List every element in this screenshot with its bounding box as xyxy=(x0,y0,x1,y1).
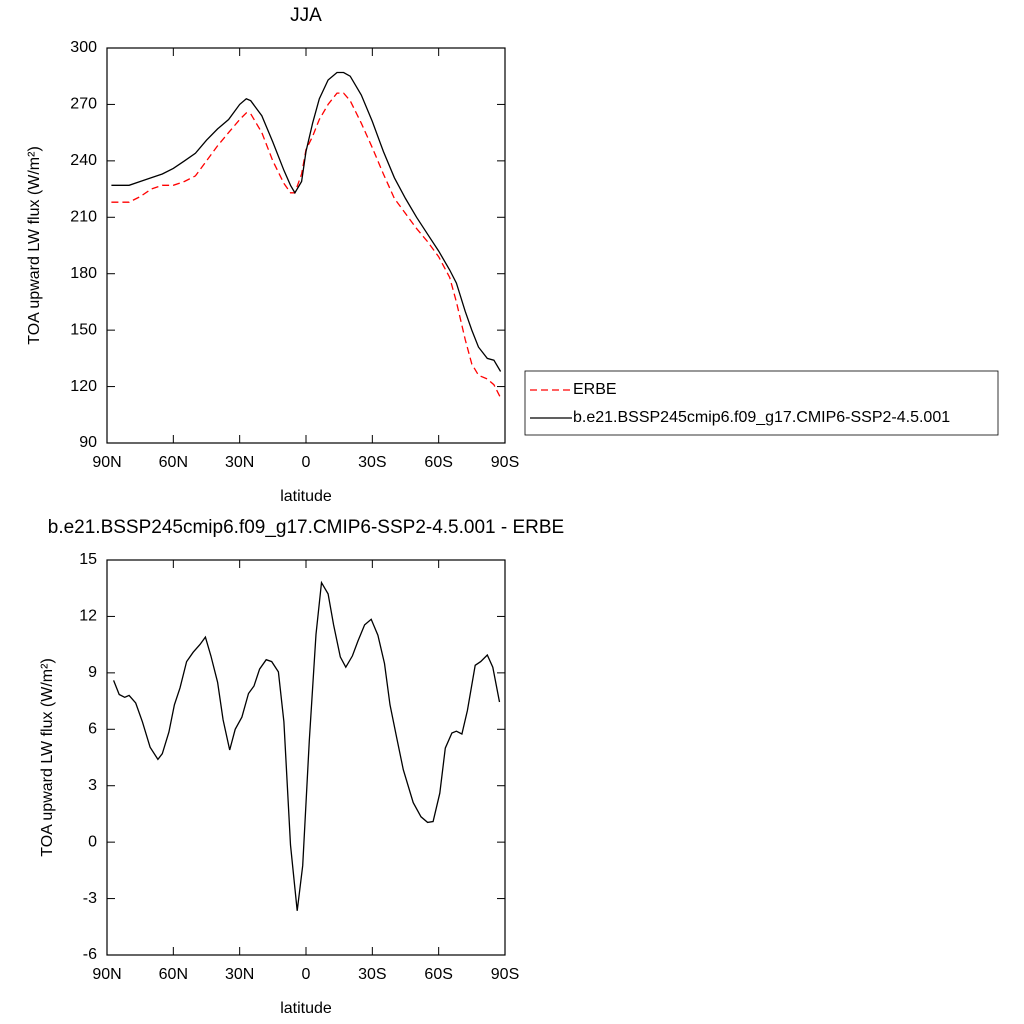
y-tick-label: 120 xyxy=(70,378,97,395)
y-axis-label: TOA upward LW flux (W/m²) xyxy=(26,146,43,345)
y-tick-label: 12 xyxy=(79,608,97,625)
plot xyxy=(106,47,506,444)
y-tick-label: 15 xyxy=(79,551,97,568)
y-tick-label: 300 xyxy=(70,39,97,56)
plot xyxy=(106,559,506,956)
x-tick-label: 60N xyxy=(159,454,188,471)
y-tick-label: -3 xyxy=(83,890,97,907)
y-tick-label: 240 xyxy=(70,152,97,169)
x-axis-label: latitude xyxy=(280,488,332,505)
x-tick-label: 60S xyxy=(424,966,452,983)
x-tick-label: 60S xyxy=(424,454,452,471)
legend: ERBE b.e21.BSSP245cmip6.f09_g17.CMIP6-SSP… xyxy=(524,370,999,436)
plot-frame xyxy=(106,559,506,956)
x-tick-label: 30N xyxy=(225,966,254,983)
y-tick-label: 150 xyxy=(70,321,97,338)
x-axis-label: latitude xyxy=(280,1000,332,1017)
x-tick-label: 90N xyxy=(92,454,121,471)
legend-box xyxy=(524,370,999,436)
y-tick-label: 6 xyxy=(88,721,97,738)
x-tick-label: 30S xyxy=(358,454,386,471)
data-line xyxy=(111,71,502,372)
y-tick-label: 180 xyxy=(70,265,97,282)
data-line xyxy=(111,92,502,399)
x-tick-label: 90S xyxy=(491,454,519,471)
x-tick-label: 90N xyxy=(92,966,121,983)
y-axis-label: TOA upward LW flux (W/m²) xyxy=(39,658,56,857)
legend-label: b.e21.BSSP245cmip6.f09_g17.CMIP6-SSP2-4.… xyxy=(573,409,950,426)
plot-frame xyxy=(106,47,506,444)
chart-title: b.e21.BSSP245cmip6.f09_g17.CMIP6-SSP2-4.… xyxy=(48,517,564,538)
y-tick-label: 90 xyxy=(79,434,97,451)
y-tick-label: 0 xyxy=(88,833,97,850)
y-tick-label: -6 xyxy=(83,946,97,963)
x-tick-label: 30N xyxy=(225,454,254,471)
x-tick-label: 30S xyxy=(358,966,386,983)
legend-label: ERBE xyxy=(573,381,617,398)
y-tick-label: 210 xyxy=(70,209,97,226)
data-line xyxy=(112,580,501,911)
x-tick-label: 60N xyxy=(159,966,188,983)
x-tick-label: 90S xyxy=(491,966,519,983)
y-tick-label: 9 xyxy=(88,664,97,681)
x-tick-label: 0 xyxy=(302,454,311,471)
chart-title: JJA xyxy=(290,5,322,26)
y-tick-label: 270 xyxy=(70,96,97,113)
x-tick-label: 0 xyxy=(302,966,311,983)
y-tick-label: 3 xyxy=(88,777,97,794)
